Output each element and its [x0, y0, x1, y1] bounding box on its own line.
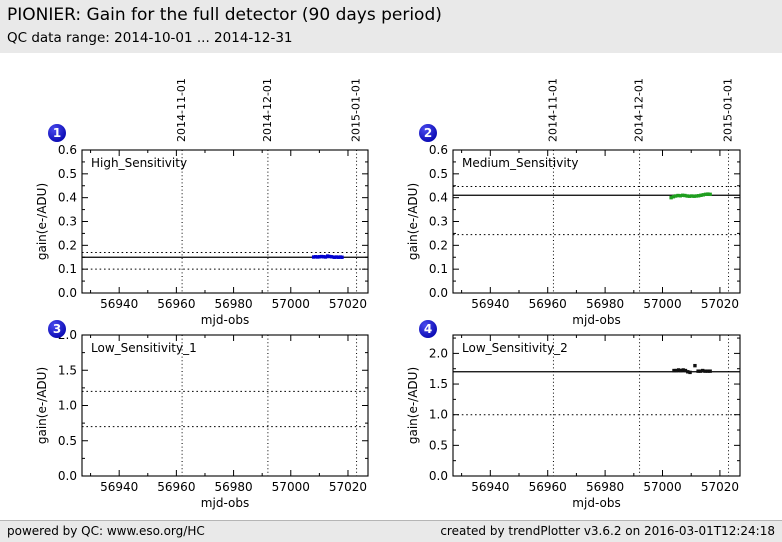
x-tick-label: 56980	[214, 480, 252, 494]
subplot-low-sensitivity-1: 56940 56960 56980 57000 570200.00.51.01.52.0…	[35, 328, 369, 510]
y-tick-label: 0.1	[58, 262, 77, 276]
date-label: 2014-12-01	[261, 78, 274, 142]
subplot-high-sensitivity: 2014-11-01 2014-12-01 2015-01-01 56940 56960…	[35, 78, 369, 327]
series-label: Low_Sensitivity_1	[91, 341, 197, 355]
x-tick-label: 56980	[214, 297, 252, 311]
x-axis-label: mjd-obs	[201, 313, 249, 327]
y-tick-label: 1.0	[429, 408, 448, 422]
subplot-4-badge[interactable]: 4	[419, 320, 437, 338]
y-axis-label: gain(e-/ADU)	[406, 367, 420, 444]
y-tick-label: 0.5	[429, 167, 448, 181]
subplot-1-badge[interactable]: 1	[48, 124, 66, 142]
y-tick-label: 1.5	[58, 363, 77, 377]
date-label: 2014-11-01	[175, 78, 188, 142]
y-tick-label: 2.0	[429, 346, 448, 360]
y-tick-label: 0.2	[58, 238, 77, 252]
ticks	[453, 149, 740, 294]
x-axis-label: mjd-obs	[572, 313, 620, 327]
date-label: 2014-11-01	[546, 78, 559, 142]
subplot-medium-sensitivity: 2014-11-01 2014-12-01 2015-01-01 56940 56960…	[406, 78, 741, 327]
x-tick-label: 56960	[529, 480, 567, 494]
x-tick-label: 56960	[157, 297, 195, 311]
series-label: Low_Sensitivity_2	[462, 341, 568, 355]
y-tick-label: 0.0	[58, 286, 77, 300]
axes-frame	[452, 149, 741, 294]
page-footer: powered by QC: www.eso.org/HC created by…	[0, 520, 782, 542]
y-tick-label: 0.0	[429, 286, 448, 300]
ticks	[453, 335, 740, 477]
x-tick-label: 57000	[643, 297, 681, 311]
axes-frame	[81, 334, 369, 477]
x-tick-label: 56980	[586, 297, 624, 311]
created-by-text: created by trendPlotter v3.6.2 on 2016-0…	[440, 524, 775, 538]
x-tick-label: 57020	[329, 297, 367, 311]
y-tick-label: 0.2	[429, 238, 448, 252]
date-label: 2014-12-01	[633, 78, 646, 142]
y-tick-label: 0.5	[58, 167, 77, 181]
x-tick-label: 56980	[586, 480, 624, 494]
subplot-2-badge[interactable]: 2	[419, 124, 437, 142]
ticks	[82, 149, 368, 294]
series-label: High_Sensitivity	[91, 156, 187, 170]
series-label: Medium_Sensitivity	[462, 156, 578, 170]
data-points	[669, 192, 712, 200]
x-tick-label: 56940	[471, 297, 509, 311]
y-tick-label: 0.4	[429, 191, 448, 205]
powered-by-text: powered by QC: www.eso.org/HC	[7, 524, 205, 538]
y-axis-label: gain(e-/ADU)	[406, 183, 420, 260]
y-tick-label: 0.6	[58, 143, 77, 157]
x-tick-label: 56960	[529, 297, 567, 311]
x-tick-label: 56940	[100, 297, 138, 311]
y-tick-label: 0.0	[58, 469, 77, 483]
x-tick-label: 57000	[272, 480, 310, 494]
x-tick-label: 57000	[643, 480, 681, 494]
y-tick-label: 0.5	[429, 438, 448, 452]
subplot-low-sensitivity-2: 56940 56960 56980 57000 57020 0.0 0.5 1.0 1.5 2.0…	[406, 334, 741, 510]
x-axis-label: mjd-obs	[201, 496, 249, 510]
x-tick-label: 57020	[329, 480, 367, 494]
y-tick-label: 0.0	[429, 469, 448, 483]
x-tick-label: 57020	[701, 480, 739, 494]
page-title: PIONIER: Gain for the full detector (90 …	[7, 5, 442, 25]
y-axis-label: gain(e-/ADU)	[35, 367, 49, 444]
y-tick-label: 0.5	[58, 434, 77, 448]
y-tick-label: 0.6	[429, 143, 448, 157]
x-tick-label: 57020	[701, 297, 739, 311]
x-axis-label: mjd-obs	[572, 496, 620, 510]
y-tick-label: 0.3	[58, 215, 77, 229]
x-tick-label: 56940	[471, 480, 509, 494]
y-tick-label: 1.0	[58, 399, 77, 413]
date-label: 2015-01-01	[722, 78, 735, 142]
subplot-3-badge[interactable]: 3	[48, 320, 66, 338]
y-axis-label: gain(e-/ADU)	[35, 183, 49, 260]
data-points	[672, 363, 712, 375]
y-tick-label: 0.1	[429, 262, 448, 276]
data-points	[311, 254, 344, 259]
y-tick-label: 0.3	[429, 215, 448, 229]
date-label: 2015-01-01	[350, 78, 363, 142]
qc-data-range: QC data range: 2014-10-01 ... 2014-12-31	[7, 30, 293, 46]
axes-frame	[81, 149, 369, 294]
y-tick-label: 1.5	[429, 377, 448, 391]
axes-frame	[452, 334, 741, 477]
ticks	[82, 334, 368, 477]
page-header: PIONIER: Gain for the full detector (90 …	[0, 0, 782, 53]
y-tick-label: 0.4	[58, 191, 77, 205]
x-tick-label: 57000	[272, 297, 310, 311]
x-tick-label: 56960	[157, 480, 195, 494]
x-tick-label: 56940	[100, 480, 138, 494]
